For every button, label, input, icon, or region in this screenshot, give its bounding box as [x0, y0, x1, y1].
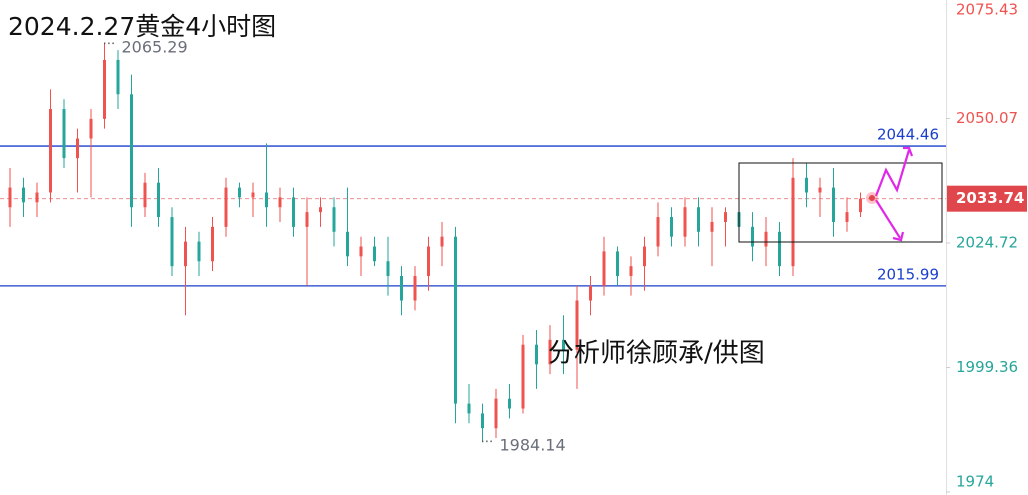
candle-body [265, 192, 268, 208]
candle-body [616, 251, 619, 276]
candle-body [818, 187, 822, 193]
candle-body [157, 182, 160, 218]
candle-body [89, 118, 93, 139]
price-line-label: 2044.46 [877, 126, 939, 144]
candle-body [724, 212, 727, 222]
candle-body [197, 241, 201, 262]
range-box [738, 162, 943, 243]
last-price-box [947, 185, 1027, 212]
candle-body [805, 177, 808, 193]
candle-body [845, 212, 849, 222]
candle-body [670, 217, 673, 237]
candle-body [184, 241, 187, 267]
candle-body [251, 192, 255, 198]
candle-body [467, 403, 471, 414]
candle-body [535, 344, 538, 365]
arrow-up [874, 149, 911, 197]
candle-body [346, 231, 349, 257]
candle-body [413, 275, 417, 301]
candle-body [791, 177, 795, 267]
candle-body [683, 207, 687, 237]
candle-body [224, 187, 228, 227]
extreme-dots: ⋯ [481, 435, 494, 450]
candle-body [832, 187, 835, 222]
candle-body [481, 413, 484, 429]
candle-body [454, 236, 457, 404]
candle-body [143, 182, 147, 208]
candle-body [643, 246, 646, 267]
candle-body [319, 207, 322, 213]
candle-body [710, 221, 714, 232]
candle-body [373, 246, 376, 262]
candle-body [575, 300, 579, 350]
candle-body [751, 226, 754, 247]
candle-body [211, 226, 214, 262]
candle-body [305, 212, 309, 227]
high-label: 2065.29 [122, 37, 188, 56]
candle-body [859, 198, 862, 213]
candle-body [494, 398, 498, 429]
candle-body [170, 217, 174, 267]
candle-body [292, 197, 295, 227]
y-tick-label: 1974 [956, 473, 994, 491]
candle-body [49, 109, 52, 193]
candle-body [35, 192, 39, 203]
candle-body [238, 187, 241, 198]
arrow-down-head [892, 231, 905, 242]
arrow-up-head [903, 146, 914, 157]
candle-body [332, 207, 336, 232]
y-tick-label: 2024.72 [956, 233, 1018, 251]
candle-body [359, 246, 363, 257]
candle-body [602, 251, 606, 286]
candle-body [656, 217, 660, 247]
y-tick-label: 2050.07 [956, 109, 1018, 127]
candle-body [278, 197, 282, 208]
candle-body [697, 207, 700, 232]
y-tick-label: 1999.36 [956, 358, 1018, 376]
price-line-label: 2015.99 [877, 265, 939, 283]
candle-body [589, 285, 592, 301]
candle-body [440, 236, 444, 247]
candle-body [427, 246, 430, 276]
candle-body [386, 261, 390, 276]
candle-body [764, 231, 768, 247]
chart-title: 2024.2.27黄金4小时图 [8, 12, 276, 41]
candle-body [130, 94, 133, 208]
extreme-dots: ⋯ [103, 36, 116, 51]
candle-body [103, 59, 106, 119]
candle-body [62, 109, 66, 159]
candle-body [508, 398, 511, 409]
candle-body [562, 339, 565, 350]
arrow-down [875, 199, 901, 239]
last-price-label: 2033.74 [956, 189, 1024, 207]
plot [0, 43, 946, 443]
candle-body [548, 339, 552, 365]
watermark: 分析师徐顾承/供图 [548, 339, 765, 369]
candle-body [629, 266, 633, 276]
current-dot [869, 195, 875, 201]
candle-body [116, 59, 120, 95]
y-tick-label: 2075.43 [956, 1, 1018, 19]
low-label: 1984.14 [500, 436, 566, 455]
candle-body [400, 275, 403, 301]
candle-body [521, 344, 525, 409]
candle-body [778, 231, 781, 267]
candle-body [76, 138, 79, 159]
forecast-arrows [874, 146, 914, 242]
candle-body [22, 187, 25, 203]
candle-body [8, 187, 12, 208]
